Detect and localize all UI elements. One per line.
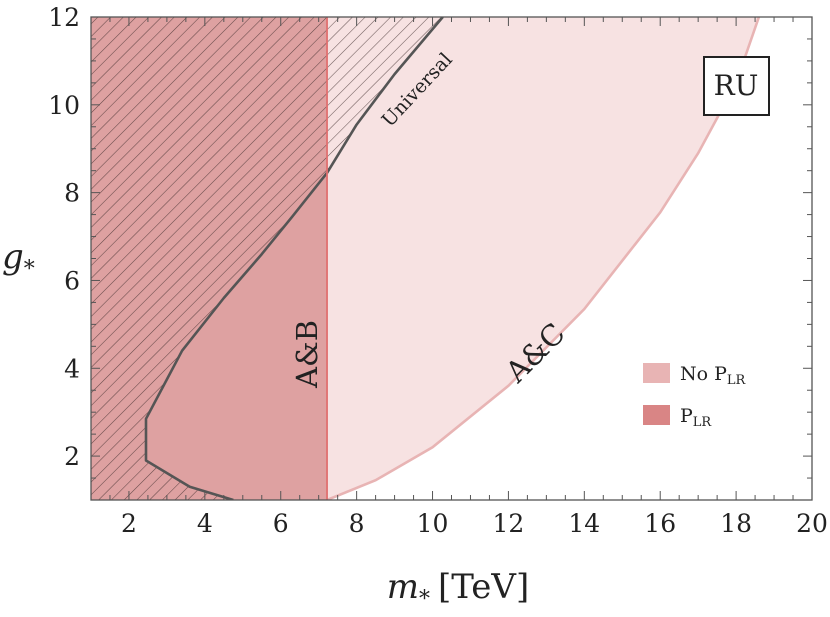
badge-box [703, 56, 770, 116]
x-axis-label-subscript: * [419, 587, 430, 612]
y-tick-label: 12 [48, 3, 80, 32]
legend-label-no-plr-sub: LR [727, 373, 747, 388]
legend-label-plr: PLR [680, 405, 712, 430]
x-axis-label-unit: [TeV] [438, 567, 529, 607]
x-tick-label: 16 [644, 509, 676, 538]
legend-swatch-no-plr [643, 363, 670, 383]
legend-label-no-plr: No PLR [680, 363, 747, 388]
series-universal-boundary [144, 17, 444, 500]
plot-area [91, 17, 761, 500]
x-tick-label: 10 [417, 509, 449, 538]
x-tick-label: 8 [349, 509, 365, 538]
y-axis-label-subscript: * [24, 257, 35, 282]
x-axis-label: m* [TeV] [387, 567, 530, 612]
badge: RU [703, 56, 770, 116]
y-axis-label: g* [2, 237, 35, 282]
x-axis-label-var: m [387, 567, 419, 607]
series-universal-hatched-region [91, 17, 443, 500]
legend-label-no-plr-main: No P [680, 363, 727, 385]
y-axis-label-var: g [2, 237, 24, 277]
x-tick-label: 18 [720, 509, 752, 538]
y-axis-tick-labels: 2 4 6 8 10 12 [48, 3, 80, 471]
y-tick-label: 2 [64, 442, 80, 471]
x-tick-label: 20 [796, 509, 828, 538]
y-tick-label: 8 [64, 179, 80, 208]
axis-ticks [90, 16, 813, 501]
y-tick-label: 4 [64, 354, 80, 383]
annotation-a-b: A&B [290, 320, 324, 389]
y-tick-label: 10 [48, 91, 80, 120]
x-tick-label: 14 [568, 509, 600, 538]
legend-label-plr-sub: LR [693, 415, 713, 430]
x-tick-label: 6 [273, 509, 289, 538]
x-axis-tick-labels: 2 4 6 8 10 12 14 16 18 20 [121, 509, 828, 538]
x-tick-label: 12 [493, 509, 525, 538]
y-tick-label: 6 [64, 266, 80, 295]
x-tick-label: 2 [121, 509, 137, 538]
badge-label: RU [714, 69, 759, 102]
legend: No PLR PLR [643, 363, 747, 430]
x-tick-label: 4 [197, 509, 213, 538]
legend-swatch-plr [643, 405, 670, 425]
legend-label-plr-main: P [680, 405, 693, 427]
